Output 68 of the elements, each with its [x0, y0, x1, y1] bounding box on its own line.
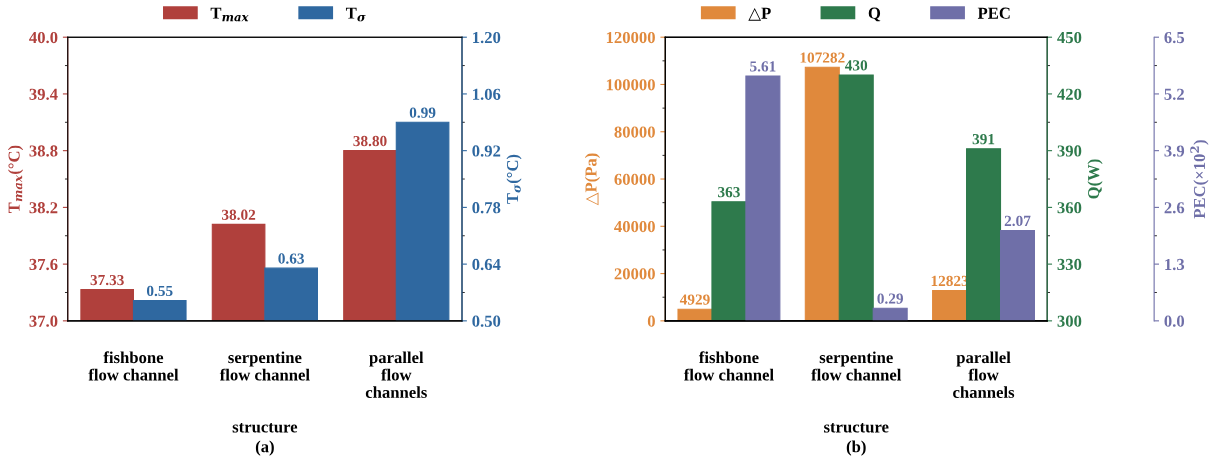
data-label: 38.80	[353, 135, 387, 147]
x-tick-label: serpentine flow channel	[811, 351, 902, 381]
legend-label: Q	[868, 7, 881, 22]
data-label: 37.33	[90, 274, 124, 286]
y2-tick-label: 300	[1057, 315, 1082, 327]
y2-tick-label: 360	[1057, 202, 1082, 214]
x-axis-title: structure	[824, 423, 889, 433]
text: (b)	[846, 440, 866, 456]
y2-axis-title: Q(W)	[1087, 159, 1103, 199]
y3-tick-label: 5.2	[1164, 88, 1184, 100]
y-tick-label: 60000	[614, 173, 655, 185]
legend-label: △P	[748, 7, 771, 21]
y-tick-label: 80000	[614, 126, 655, 138]
y3-tick-label: 0.0	[1164, 315, 1185, 327]
x-tick-label: parallel flow channels	[365, 351, 427, 398]
text: (a)	[255, 440, 274, 456]
y-tick-label: 38.2	[29, 202, 58, 214]
data-label: 363	[718, 186, 740, 198]
data-label: 430	[844, 60, 868, 71]
bar	[745, 75, 781, 321]
y-tick-label: 0	[647, 315, 655, 327]
y3-tick-label: 1.3	[1165, 258, 1185, 271]
data-label: 0.99	[409, 107, 436, 118]
y-tick-label: 37.6	[29, 258, 58, 271]
x-tick-label: parallel flow channels	[953, 351, 1015, 398]
data-label: 0.29	[877, 293, 904, 304]
data-label: 5.61	[750, 61, 776, 72]
x-tick-label: serpentine flow channel	[219, 351, 310, 381]
y3-tick-label: 3.9	[1164, 145, 1185, 157]
y-tick-label: 40000	[614, 221, 655, 233]
x-tick-label: fishbone flow channel	[88, 351, 179, 381]
y-tick-label: 37.0	[29, 315, 58, 327]
y2-tick-label: 450	[1057, 31, 1082, 44]
legend-label: PEC	[977, 7, 1010, 19]
data-label: 4929	[679, 294, 710, 305]
y-tick-label: 38.8	[29, 145, 58, 157]
data-label: 0.55	[146, 285, 173, 297]
x-tick-label: fishbone flow channel	[683, 351, 774, 381]
legend-label: T$_{σ}$	[345, 7, 366, 22]
y-tick-label: 20000	[614, 268, 655, 280]
y-tick-label: 120000	[606, 31, 655, 44]
y2-tick-label: 1.20	[473, 31, 501, 44]
y-tick-label: 40.0	[29, 31, 58, 44]
y2-tick-label: 0.92	[472, 145, 501, 157]
y2-tick-label: 330	[1057, 258, 1082, 271]
data-label: 0.63	[278, 253, 305, 264]
y3-tick-label: 6.5	[1164, 31, 1185, 44]
y3-tick-label: 2.6	[1164, 202, 1185, 214]
y-tick-label: 100000	[606, 79, 655, 91]
y2-tick-label: 0.50	[472, 315, 501, 327]
y3-axis-title: PEC(×10$^{2}$)	[1190, 140, 1209, 219]
bar	[872, 307, 908, 321]
data-label: 2.07	[1004, 215, 1031, 227]
y-axis-title: △P(Pa)	[584, 153, 600, 206]
y2-tick-label: 390	[1057, 145, 1082, 157]
bar	[932, 289, 968, 321]
y2-tick-label: 0.78	[472, 202, 501, 214]
x-axis-title: structure	[232, 423, 298, 433]
y-tick-label: 39.4	[29, 88, 58, 100]
data-label: 107282	[800, 52, 845, 63]
y-axis-title: T$_{max}$(°C)	[7, 145, 24, 214]
y2-axis-title: T$_{σ}$(°C)	[506, 154, 522, 204]
y2-tick-label: 1.06	[473, 88, 501, 100]
data-label: 391	[972, 134, 995, 145]
y2-tick-label: 420	[1057, 88, 1082, 100]
data-label: 38.02	[221, 209, 256, 220]
legend-label: T$_{max}$	[210, 7, 249, 22]
y2-tick-label: 0.64	[472, 258, 501, 271]
